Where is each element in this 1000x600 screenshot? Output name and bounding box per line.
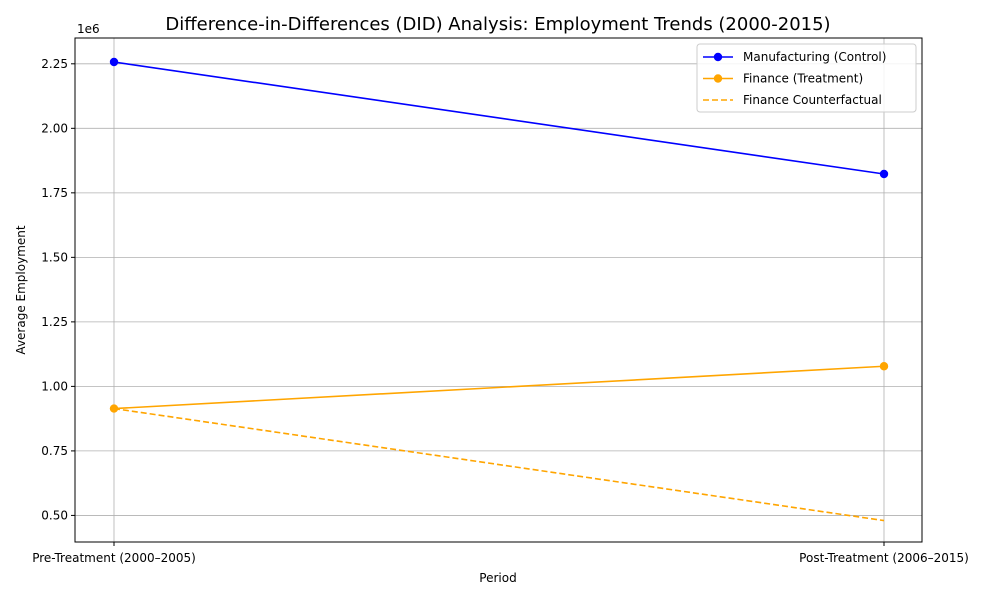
y-axis-offset-label: 1e6	[77, 22, 100, 36]
legend-label: Finance Counterfactual	[743, 93, 882, 107]
legend-label: Manufacturing (Control)	[743, 50, 886, 64]
y-tick-label: 0.50	[41, 508, 68, 522]
legend-marker	[713, 52, 723, 62]
series-group	[109, 362, 889, 413]
data-point	[109, 404, 119, 413]
x-axis-title: Period	[479, 571, 516, 585]
y-axis: 0.50 0.75 1.00 1.25 1.50 1.75 2.00 2.25	[41, 57, 75, 522]
legend-item: Finance Counterfactual	[703, 93, 882, 107]
y-tick-label: 1.50	[41, 250, 68, 264]
legend-box	[696, 43, 917, 113]
legend-marker	[713, 74, 723, 83]
grid-lines	[75, 38, 922, 542]
series-layer	[109, 57, 889, 522]
chart-title: Difference-in-Differences (DID) Analysis…	[165, 14, 830, 35]
y-tick-label: 1.25	[41, 315, 68, 329]
x-tick-label: Pre-Treatment (2000–2005)	[32, 551, 196, 565]
x-axis: Pre-Treatment (2000–2005) Post-Treatment …	[32, 542, 969, 565]
data-point	[879, 362, 889, 371]
legend-label: Finance (Treatment)	[743, 72, 863, 86]
legend-item: Finance (Treatment)	[703, 72, 863, 86]
legend: Manufacturing (Control) Finance (Treatmen…	[696, 43, 917, 113]
data-point	[879, 169, 889, 179]
series-group	[109, 57, 889, 179]
series-line	[113, 365, 885, 410]
series-line	[113, 407, 885, 522]
legend-item: Manufacturing (Control)	[703, 50, 886, 64]
legend-entries: Manufacturing (Control) Finance (Treatmen…	[703, 50, 886, 107]
y-tick-label: 1.75	[41, 186, 68, 200]
x-tick-label: Post-Treatment (2006–2015)	[799, 551, 969, 565]
plot-area-frame	[74, 37, 923, 543]
y-tick-label: 2.00	[41, 121, 68, 135]
y-tick-label: 1.00	[41, 379, 68, 393]
data-point	[109, 57, 119, 67]
series-line	[113, 61, 885, 175]
y-tick-label: 2.25	[41, 57, 68, 71]
y-axis-title: Average Employment	[14, 225, 28, 354]
y-tick-label: 0.75	[41, 444, 68, 458]
series-group	[113, 407, 885, 522]
